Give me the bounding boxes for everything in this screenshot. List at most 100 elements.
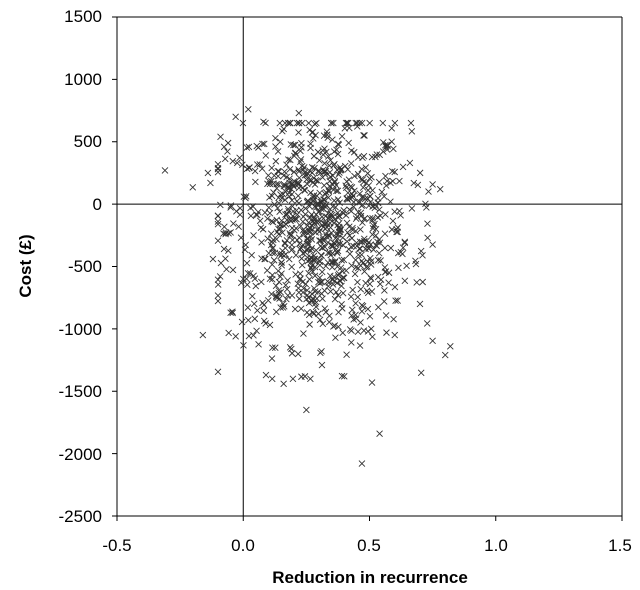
data-point	[305, 311, 313, 319]
data-point	[348, 184, 356, 191]
data-point	[251, 315, 259, 323]
data-point	[268, 375, 276, 383]
data-point	[309, 308, 317, 316]
data-point	[359, 184, 367, 191]
data-point	[401, 238, 409, 246]
data-point	[264, 172, 272, 179]
data-point	[369, 333, 376, 341]
data-point	[325, 318, 333, 326]
data-point	[330, 119, 337, 127]
data-point	[336, 212, 343, 220]
data-point	[314, 177, 321, 185]
data-point	[340, 207, 348, 214]
data-point	[242, 194, 249, 202]
data-point	[318, 268, 326, 276]
data-point	[414, 181, 422, 189]
data-point	[243, 259, 251, 267]
data-point	[325, 153, 332, 160]
data-point	[298, 119, 306, 127]
data-point	[362, 279, 369, 287]
data-point	[267, 230, 275, 237]
data-point	[214, 276, 222, 283]
data-point	[272, 292, 280, 300]
data-point	[216, 273, 224, 280]
data-point	[410, 179, 418, 187]
data-point	[326, 312, 333, 320]
x-tick-label: 1.0	[484, 536, 508, 555]
data-point	[326, 177, 334, 185]
data-point	[417, 369, 425, 377]
data-point	[327, 119, 335, 127]
data-point	[260, 140, 268, 148]
y-axis-title: Cost (£)	[16, 234, 35, 297]
data-point	[348, 234, 356, 242]
data-point	[326, 182, 333, 190]
data-point	[340, 274, 348, 282]
data-point	[359, 201, 366, 209]
data-point	[358, 460, 366, 467]
data-point	[220, 245, 228, 253]
data-point	[252, 282, 260, 290]
data-point	[199, 331, 207, 339]
data-point	[281, 119, 289, 127]
data-point	[243, 165, 251, 173]
data-point	[285, 255, 293, 263]
data-point	[308, 164, 316, 171]
data-point	[429, 241, 436, 248]
y-tick-label: -1000	[59, 320, 102, 339]
data-point	[363, 237, 370, 245]
data-point	[310, 257, 318, 265]
data-point	[359, 259, 367, 267]
data-point	[337, 166, 345, 174]
data-point	[382, 312, 390, 319]
data-point	[334, 221, 341, 229]
data-point	[304, 240, 311, 248]
data-point	[316, 316, 324, 324]
data-point	[357, 209, 365, 217]
data-point	[309, 222, 316, 229]
data-point	[360, 327, 368, 334]
data-point	[373, 242, 381, 250]
data-point	[268, 261, 276, 268]
data-point	[334, 187, 342, 195]
data-point	[295, 168, 303, 175]
data-point	[318, 244, 326, 252]
data-point	[242, 192, 250, 200]
data-point	[416, 300, 424, 308]
data-point	[446, 343, 454, 350]
data-point	[323, 131, 331, 139]
data-point	[352, 215, 360, 223]
data-point	[273, 228, 281, 236]
data-point	[375, 249, 383, 257]
data-point	[286, 344, 294, 351]
data-point	[294, 211, 301, 218]
data-point	[335, 171, 342, 178]
data-point	[366, 192, 374, 200]
data-point	[369, 225, 377, 232]
data-point	[334, 196, 342, 203]
data-point	[369, 216, 376, 224]
data-point	[295, 174, 303, 182]
data-point	[283, 161, 290, 168]
data-point	[280, 252, 288, 260]
data-point	[278, 127, 286, 135]
data-point	[358, 308, 366, 315]
data-point	[304, 170, 312, 178]
data-point	[307, 247, 315, 254]
data-point	[221, 155, 229, 163]
data-point	[244, 105, 252, 113]
data-point	[233, 207, 240, 215]
data-point	[283, 285, 291, 293]
data-point	[331, 295, 339, 303]
data-point	[373, 151, 381, 158]
data-point	[325, 188, 333, 195]
data-point	[318, 348, 325, 355]
data-point	[296, 270, 304, 278]
data-point	[189, 183, 197, 191]
data-point	[227, 309, 234, 316]
data-point	[389, 217, 397, 225]
data-point	[282, 281, 290, 289]
data-point	[429, 337, 436, 345]
data-point	[317, 205, 325, 213]
data-point	[363, 287, 371, 295]
